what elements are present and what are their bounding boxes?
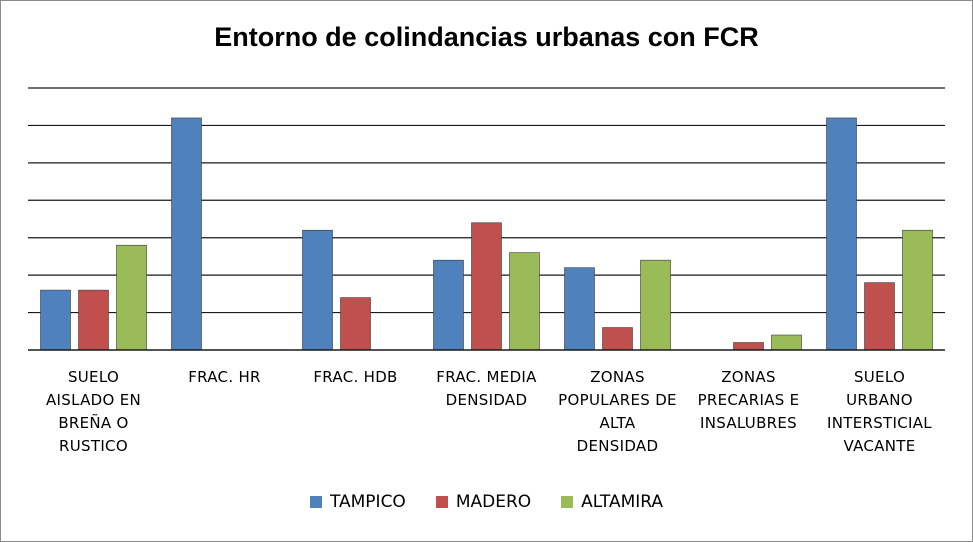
legend-item-altamira: ALTAMIRA [561, 492, 663, 512]
category-label-2: FRAC. HDB [295, 366, 417, 389]
category-label-1: FRAC. HR [164, 366, 286, 389]
category-label-line: INTERSTICIAL [827, 414, 932, 432]
legend-swatch-madero [435, 496, 448, 508]
bar-madero-2 [340, 297, 371, 351]
category-label-line: DENSIDAD [576, 437, 659, 455]
bar-madero-6 [864, 282, 895, 351]
bar-tampico-2 [302, 229, 333, 351]
category-label-line: ALTA [599, 414, 636, 432]
category-label-line: FRAC. MEDIA [436, 368, 537, 386]
legend-label-altamira: ALTAMIRA [581, 492, 664, 512]
category-label-line: ZONAS [590, 368, 645, 386]
chart-title: Entorno de colindancias urbanas con FCR [214, 22, 759, 52]
category-label-0: SUELO AISLADO EN BREÑA O RUSTICO [33, 366, 155, 458]
category-label-6: SUELO URBANO INTERSTICIAL VACANTE [819, 366, 941, 458]
bar-altamira-3 [509, 252, 540, 351]
category-label-line: FRAC. HDB [313, 368, 398, 386]
category-label-line: BREÑA O [58, 414, 129, 432]
category-label-3: FRAC. MEDIA DENSIDAD [426, 366, 548, 412]
legend-label-madero: MADERO [455, 492, 532, 512]
category-label-line: RUSTICO [59, 437, 128, 455]
category-label-line: DENSIDAD [445, 391, 528, 409]
bar-altamira-4 [640, 259, 671, 351]
legend: TAMPICO MADERO ALTAMIRA [0, 492, 973, 512]
category-label-line: URBANO [846, 391, 913, 409]
category-label-line: ZONAS [721, 368, 776, 386]
legend-item-madero: MADERO [435, 492, 532, 512]
legend-swatch-altamira [561, 496, 574, 508]
bar-tampico-1 [171, 117, 202, 351]
bar-madero-4 [602, 327, 633, 351]
bar-tampico-3 [433, 259, 464, 351]
legend-swatch-tampico [309, 496, 322, 508]
category-label-4: ZONAS POPULARES DE ALTA DENSIDAD [557, 366, 679, 458]
category-label-5: ZONAS PRECARIAS E INSALUBRES [688, 366, 810, 435]
category-label-line: SUELO [853, 368, 906, 386]
bar-madero-5 [733, 342, 764, 351]
bar-madero-3 [471, 222, 502, 351]
category-label-line: PRECARIAS E [697, 391, 800, 409]
category-label-line: POPULARES DE [558, 391, 677, 409]
bar-altamira-5 [771, 334, 802, 351]
legend-item-tampico: TAMPICO [309, 492, 406, 512]
category-label-line: SUELO [67, 368, 120, 386]
category-label-line: VACANTE [843, 437, 916, 455]
bar-madero-0 [78, 289, 109, 351]
category-label-line: INSALUBRES [699, 414, 797, 432]
category-label-line: FRAC. HR [188, 368, 261, 386]
bar-tampico-6 [826, 117, 857, 351]
legend-label-tampico: TAMPICO [329, 492, 406, 512]
bar-altamira-6 [902, 229, 933, 351]
bar-altamira-0 [116, 244, 147, 351]
bar-tampico-4 [564, 267, 595, 351]
bar-tampico-0 [40, 289, 71, 351]
category-label-line: AISLADO EN [46, 391, 141, 409]
